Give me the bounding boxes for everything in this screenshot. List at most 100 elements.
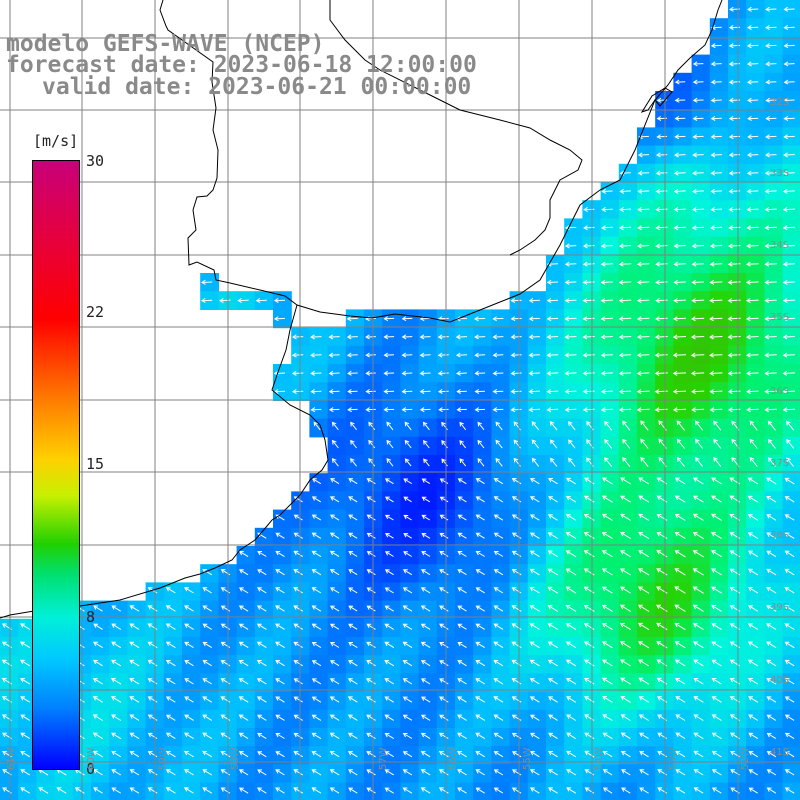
wind-arrow: [694, 420, 704, 431]
wind-arrow: [475, 569, 485, 576]
wind-arrow: [129, 787, 140, 794]
wind-arrow: [256, 678, 267, 685]
field-cell: [746, 782, 765, 800]
wind-arrow: [711, 678, 722, 685]
wind-arrow: [565, 605, 577, 612]
wind-arrow: [202, 623, 212, 630]
wind-arrow: [565, 514, 577, 521]
wind-arrow: [636, 279, 650, 285]
wind-arrow: [202, 605, 212, 612]
wind-arrow: [565, 623, 577, 631]
wind-arrow: [693, 750, 704, 758]
wind-arrow: [673, 243, 686, 249]
wind-arrow: [511, 568, 522, 576]
wind-arrow: [584, 696, 595, 703]
wind-arrow: [291, 370, 304, 376]
wind-arrow: [493, 678, 504, 685]
wind-arrow: [637, 243, 650, 249]
wind-arrow: [548, 714, 558, 721]
wind-arrow: [784, 568, 795, 576]
wind-arrow: [601, 206, 613, 213]
wind-arrow: [457, 660, 467, 667]
wind-arrow: [784, 732, 795, 740]
wind-arrow: [457, 478, 467, 485]
wind-arrow: [639, 751, 649, 758]
wind-arrow: [93, 787, 103, 794]
lon-label: 58W: [230, 747, 241, 770]
wind-arrow: [492, 407, 504, 413]
wind-arrow: [566, 678, 577, 685]
wind-arrow: [673, 225, 686, 231]
wind-arrow: [691, 279, 705, 285]
wind-arrow: [420, 569, 431, 576]
wind-arrow: [511, 714, 522, 721]
wind-arrow: [403, 533, 412, 539]
wind-arrow: [255, 297, 267, 304]
wind-arrow: [619, 641, 632, 649]
wind-arrow: [619, 188, 631, 194]
wind-arrow: [74, 787, 85, 794]
wind-arrow: [582, 316, 595, 322]
wind-arrow: [275, 623, 285, 630]
wind-arrow: [748, 696, 759, 703]
wind-arrow: [655, 316, 668, 322]
wind-arrow: [419, 388, 431, 394]
wind-arrow: [346, 334, 358, 340]
wind-arrow: [256, 605, 267, 612]
wind-arrow: [765, 24, 777, 31]
wind-arrow: [275, 787, 285, 794]
wind-arrow: [511, 696, 522, 703]
wind-arrow: [366, 769, 376, 776]
wind-arrow: [784, 550, 795, 558]
wind-arrow: [257, 587, 267, 594]
wind-arrow: [311, 532, 322, 539]
wind-arrow: [438, 407, 449, 413]
wind-arrow: [675, 751, 686, 758]
wind-arrow: [709, 279, 723, 285]
wind-arrow: [20, 696, 31, 703]
wind-arrow: [529, 478, 540, 485]
wind-arrow: [564, 334, 577, 340]
wind-arrow: [184, 587, 194, 594]
wind-arrow: [348, 478, 358, 485]
wind-arrow: [401, 370, 413, 376]
wind-arrow: [457, 642, 467, 649]
wind-arrow: [475, 678, 486, 685]
wind-arrow: [421, 496, 431, 503]
wind-arrow: [457, 496, 467, 503]
wind-arrow: [547, 586, 559, 594]
wind-arrow: [784, 623, 795, 630]
wind-arrow: [783, 152, 795, 158]
wind-arrow: [529, 659, 540, 667]
wind-arrow: [384, 733, 394, 740]
wind-arrow: [782, 334, 795, 340]
wind-arrow: [293, 732, 303, 740]
wind-arrow: [311, 714, 322, 721]
wind-arrow: [529, 514, 540, 521]
wind-arrow: [747, 152, 759, 158]
wind-arrow: [147, 641, 158, 649]
wind-arrow: [257, 569, 267, 576]
wind-arrow: [654, 352, 668, 358]
field-cell: [637, 782, 656, 800]
wind-arrow: [583, 243, 595, 249]
wind-arrow: [564, 261, 577, 267]
wind-arrow: [528, 407, 540, 413]
wind-arrow: [147, 714, 158, 721]
wind-arrow: [783, 170, 795, 176]
wind-arrow: [602, 732, 613, 740]
wind-arrow: [474, 352, 486, 358]
wind-arrow: [329, 496, 340, 503]
wind-arrow: [784, 787, 795, 794]
wind-arrow: [639, 769, 649, 776]
wind-arrow: [637, 586, 650, 594]
wind-arrow: [457, 732, 467, 740]
wind-arrow: [583, 532, 595, 540]
wind-arrow: [766, 641, 777, 649]
colorbar-unit: [m/s]: [33, 132, 79, 150]
wind-arrow: [529, 496, 540, 503]
wind-arrow: [675, 732, 686, 740]
wind-arrow: [547, 659, 558, 667]
wind-arrow: [564, 352, 577, 358]
